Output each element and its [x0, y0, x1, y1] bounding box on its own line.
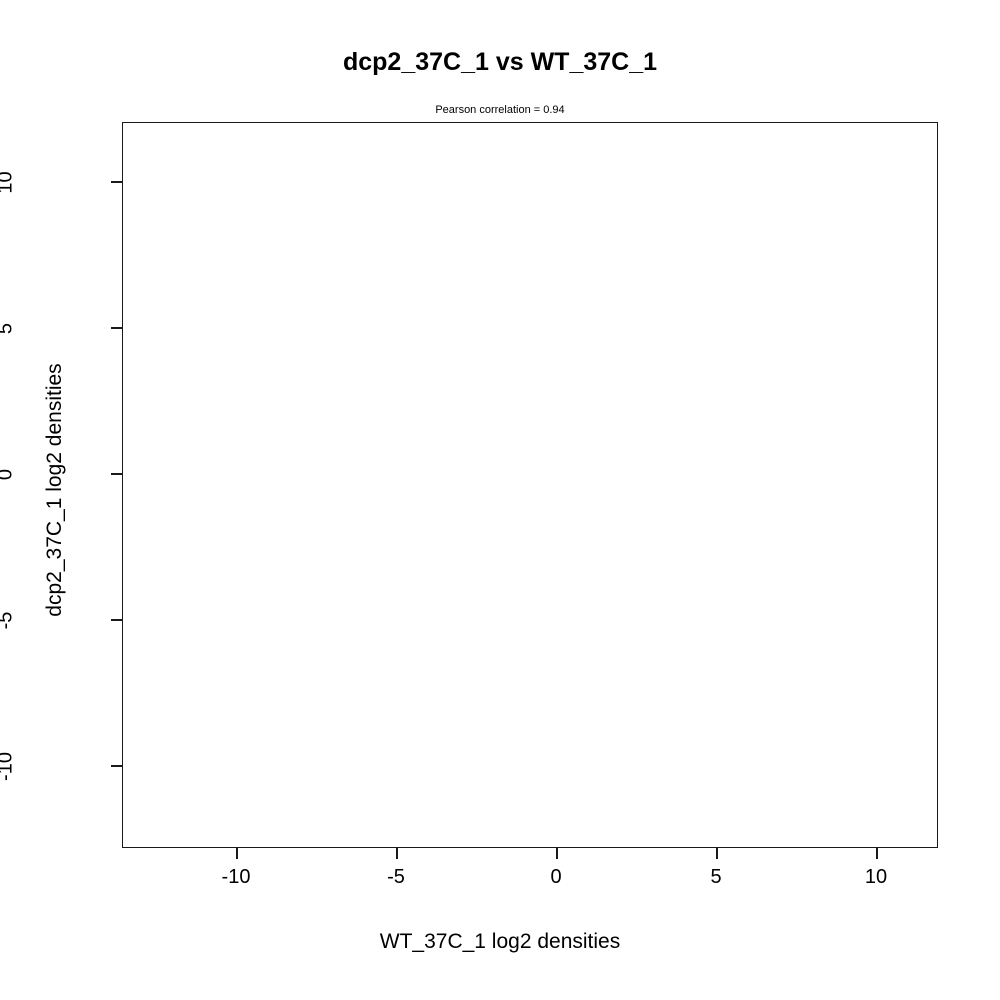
- x-tick-label: -10: [221, 866, 251, 888]
- x-tick-mark: [236, 848, 238, 859]
- y-tick-mark: [111, 327, 122, 329]
- correlation-subtitle: Pearson correlation = 0.94: [435, 104, 565, 116]
- y-tick-label: 10: [0, 171, 17, 194]
- page-title: dcp2_37C_1 vs WT_37C_1: [342, 48, 658, 76]
- y-axis-title: dcp2_37C_1 log2 densities: [43, 363, 66, 617]
- x-tick-mark: [716, 848, 718, 859]
- x-tick-label: -5: [387, 866, 405, 888]
- y-tick-mark: [111, 619, 122, 621]
- y-tick-label: 0: [0, 440, 18, 510]
- x-tick-label: 0: [550, 866, 562, 888]
- y-tick-label: -10: [0, 752, 17, 781]
- y-tick-mark: [111, 473, 122, 475]
- x-axis-title: WT_37C_1 log2 densities: [379, 930, 621, 953]
- plot-frame: [122, 122, 938, 848]
- y-tick-mark: [111, 181, 122, 183]
- y-tick-mark: [111, 765, 122, 767]
- x-tick-label: 5: [710, 866, 722, 888]
- x-tick-mark: [556, 848, 558, 859]
- y-tick-label: 5: [0, 294, 18, 364]
- x-tick-mark: [396, 848, 398, 859]
- x-tick-label: 10: [864, 866, 888, 888]
- x-tick-mark: [876, 848, 878, 859]
- y-tick-label: -5: [0, 611, 17, 630]
